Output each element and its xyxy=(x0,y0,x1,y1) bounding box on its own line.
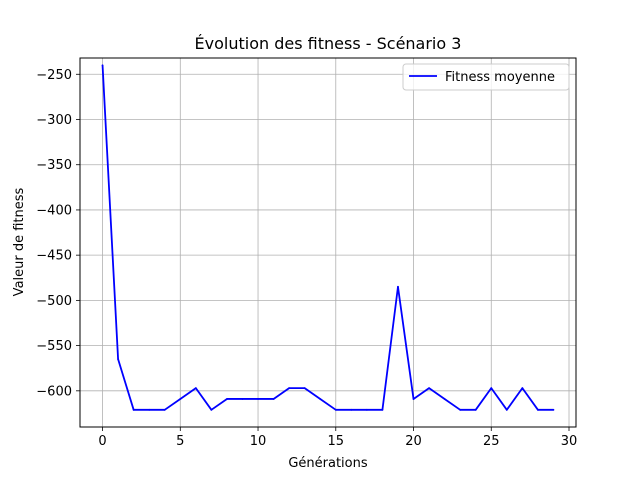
data-point xyxy=(459,408,462,411)
axes-frame xyxy=(79,57,577,428)
legend: Fitness moyenne xyxy=(402,63,570,91)
data-point xyxy=(350,408,353,411)
data-point xyxy=(428,387,430,390)
data-point xyxy=(397,285,399,288)
data-point xyxy=(257,398,259,400)
data-point xyxy=(241,398,244,400)
x-axis: 0 5 10 15 20 25 30 xyxy=(98,427,577,449)
data-point xyxy=(474,408,477,411)
data-point xyxy=(334,408,337,411)
data-point xyxy=(210,408,213,411)
y-tick-label: −550 xyxy=(36,339,72,354)
legend-label: Fitness moyenne xyxy=(445,70,555,85)
x-tick-label: 5 xyxy=(176,434,184,449)
data-point xyxy=(117,358,119,361)
data-point xyxy=(148,408,151,411)
data-point xyxy=(179,398,182,400)
data-point xyxy=(412,398,415,400)
data-point xyxy=(132,408,135,411)
data-point xyxy=(303,387,306,390)
y-axis-label: Valeur de fitness xyxy=(12,187,27,296)
grid xyxy=(80,58,576,427)
data-point xyxy=(163,408,166,411)
data-point xyxy=(272,398,275,400)
x-tick-label: 15 xyxy=(328,434,345,449)
x-tick-label: 25 xyxy=(483,434,500,449)
data-point xyxy=(319,398,322,400)
series-line xyxy=(101,65,554,411)
x-tick-label: 30 xyxy=(561,434,578,449)
y-tick-label: −350 xyxy=(36,158,72,173)
legend-box xyxy=(402,63,570,91)
y-axis: −250 −300 −350 −400 −450 −500 −550 −600 xyxy=(36,68,80,399)
data-point xyxy=(381,408,384,411)
y-tick-label: −400 xyxy=(36,203,72,218)
data-point xyxy=(505,408,508,411)
data-point xyxy=(288,387,291,390)
y-tick-label: −600 xyxy=(36,384,72,399)
data-point xyxy=(194,387,197,390)
plot-area xyxy=(101,64,555,411)
x-axis-label: Générations xyxy=(288,456,368,471)
y-tick-label: −250 xyxy=(36,68,72,83)
chart-title: Évolution des fitness - Scénario 3 xyxy=(195,34,462,53)
y-tick-label: −300 xyxy=(36,113,72,128)
y-tick-label: −450 xyxy=(36,249,72,264)
data-point xyxy=(226,398,228,400)
data-point xyxy=(490,387,493,390)
x-tick-label: 0 xyxy=(98,434,106,449)
data-point xyxy=(365,408,368,411)
data-point xyxy=(443,398,446,400)
x-tick-label: 10 xyxy=(250,434,267,449)
x-tick-label: 20 xyxy=(405,434,422,449)
data-point xyxy=(101,64,104,67)
data-point xyxy=(521,387,524,390)
y-tick-label: −500 xyxy=(36,294,72,309)
data-point xyxy=(537,408,539,411)
data-point xyxy=(552,408,555,411)
